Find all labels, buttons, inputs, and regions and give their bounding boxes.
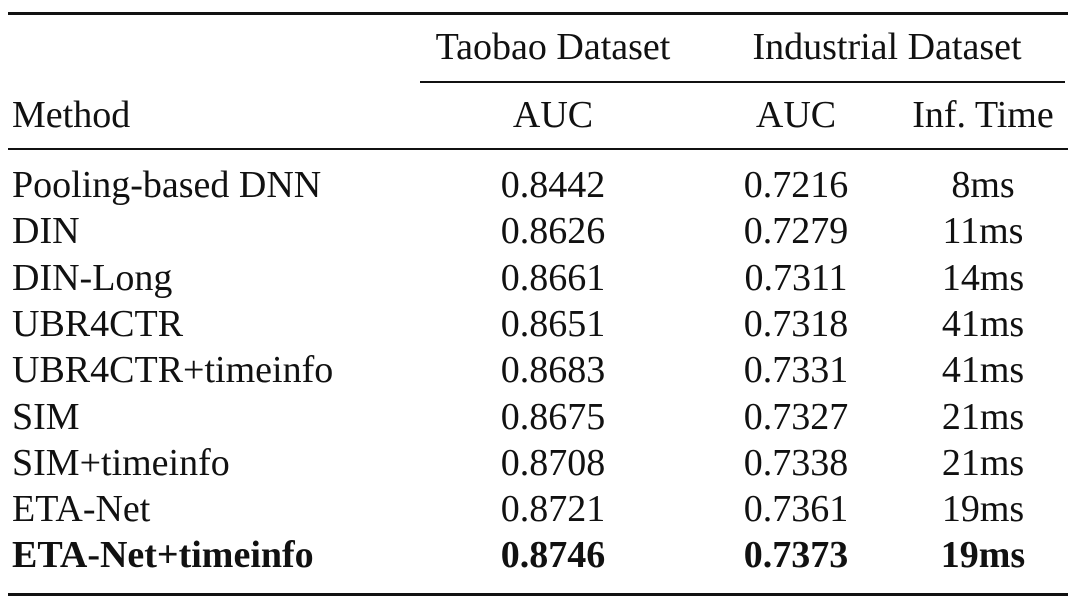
value-cell: 0.7318 — [743, 302, 849, 345]
mid-rule — [8, 148, 1068, 150]
value-cell: 0.8746 — [500, 534, 606, 577]
value-cell: 0.7216 — [743, 164, 849, 206]
column-header: Inf. Time — [912, 94, 1054, 136]
group-rule — [420, 81, 1065, 83]
value-cell: 0.7361 — [743, 488, 849, 531]
method-cell: DIN-Long — [12, 256, 173, 299]
value-cell: 0.7311 — [744, 256, 848, 299]
method-cell: UBR4CTR — [12, 302, 184, 345]
method-cell: ETA-Net+timeinfo — [12, 534, 314, 577]
value-cell: 8ms — [951, 164, 1015, 206]
value-cell: 41ms — [941, 302, 1025, 345]
column-header: AUC — [755, 94, 837, 136]
method-cell: DIN — [12, 210, 80, 253]
bottom-rule — [8, 593, 1068, 596]
value-cell: 0.8651 — [500, 302, 606, 345]
value-cell: 19ms — [941, 488, 1025, 531]
value-cell: 21ms — [941, 441, 1025, 484]
value-cell: 0.8442 — [500, 164, 606, 206]
value-cell: 11ms — [942, 210, 1024, 253]
value-cell: 0.7338 — [743, 441, 849, 484]
value-cell: 0.8683 — [500, 349, 606, 392]
method-cell: UBR4CTR+timeinfo — [12, 349, 334, 392]
method-cell: SIM+timeinfo — [12, 441, 230, 484]
value-cell: 21ms — [941, 395, 1025, 438]
group-header: Taobao Dataset — [435, 26, 671, 68]
value-cell: 0.8675 — [500, 395, 606, 438]
value-cell: 14ms — [941, 256, 1025, 299]
column-header: AUC — [512, 94, 594, 136]
value-cell: 0.7373 — [743, 534, 849, 577]
value-cell: 0.8721 — [500, 488, 606, 531]
value-cell: 0.8708 — [500, 441, 606, 484]
value-cell: 0.8661 — [500, 256, 606, 299]
value-cell: 0.7279 — [743, 210, 849, 253]
value-cell: 0.8626 — [500, 210, 606, 253]
column-header: Method — [12, 94, 131, 136]
value-cell: 41ms — [941, 349, 1025, 392]
top-rule — [8, 12, 1068, 15]
method-cell: SIM — [12, 395, 80, 438]
value-cell: 0.7327 — [743, 395, 849, 438]
value-cell: 19ms — [940, 534, 1026, 577]
value-cell: 0.7331 — [743, 349, 849, 392]
method-cell: Pooling-based DNN — [12, 164, 322, 206]
group-header: Industrial Dataset — [752, 26, 1022, 68]
method-cell: ETA-Net — [12, 488, 151, 531]
